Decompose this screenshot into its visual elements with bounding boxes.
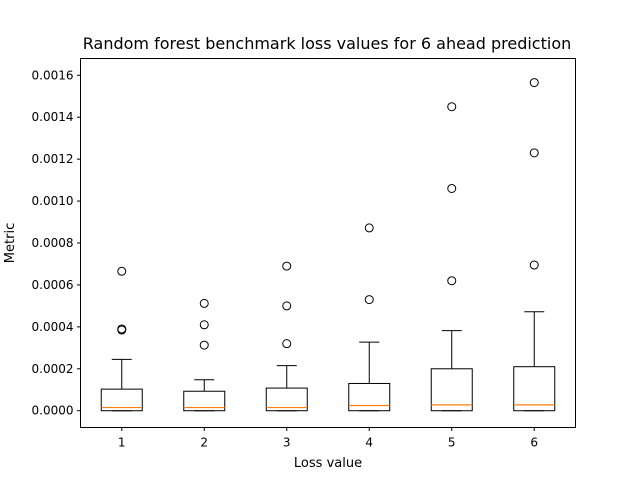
y-tick-label: 0.0002 [32, 362, 74, 376]
outlier-point [447, 183, 457, 193]
y-axis-label: Metric [3, 223, 18, 263]
box-iqr [265, 387, 308, 412]
x-tick-label: 5 [448, 436, 456, 450]
outlier-point [364, 223, 374, 233]
outlier-point [529, 78, 539, 88]
outlier-point [282, 339, 292, 349]
box-iqr [183, 390, 226, 412]
outlier-point [447, 102, 457, 112]
y-tick-label: 0.0004 [32, 320, 74, 334]
plot-area: 0.0000 0.0002 0.0004 0.0006 0.0008 0.0010 0.00… [32, 68, 556, 450]
outlier-point [282, 261, 292, 271]
y-tick-label: 0.0010 [32, 194, 74, 208]
y-tick-label: 0.0014 [32, 110, 74, 124]
y-tick-label: 0.0000 [32, 404, 74, 418]
outlier-point [282, 301, 292, 311]
outlier-point [447, 276, 457, 286]
x-tick-label: 3 [283, 436, 291, 450]
outlier-point [529, 260, 539, 270]
plot-frame [80, 58, 576, 428]
box-iqr [430, 368, 473, 412]
x-axis-label: Loss value [294, 456, 362, 471]
outlier-point [364, 295, 374, 305]
outlier-point [529, 148, 539, 158]
y-tick-label: 0.0008 [32, 236, 74, 250]
y-tick-label: 0.0006 [32, 278, 74, 292]
y-tick-label: 0.0016 [32, 68, 74, 82]
x-tick-label: 6 [530, 436, 538, 450]
outlier-point [117, 324, 127, 334]
x-tick-label: 4 [365, 436, 373, 450]
outlier-point [117, 266, 127, 276]
outlier-point [199, 320, 209, 330]
box-iqr [100, 388, 143, 412]
box-iqr [348, 382, 391, 412]
chart-title: Random forest benchmark loss values for … [83, 34, 572, 53]
outlier-point [199, 340, 209, 350]
x-tick-label: 2 [200, 436, 208, 450]
y-tick-label: 0.0012 [32, 152, 74, 166]
x-tick-label: 1 [118, 436, 126, 450]
box-iqr [513, 366, 556, 412]
outlier-point [199, 298, 209, 308]
